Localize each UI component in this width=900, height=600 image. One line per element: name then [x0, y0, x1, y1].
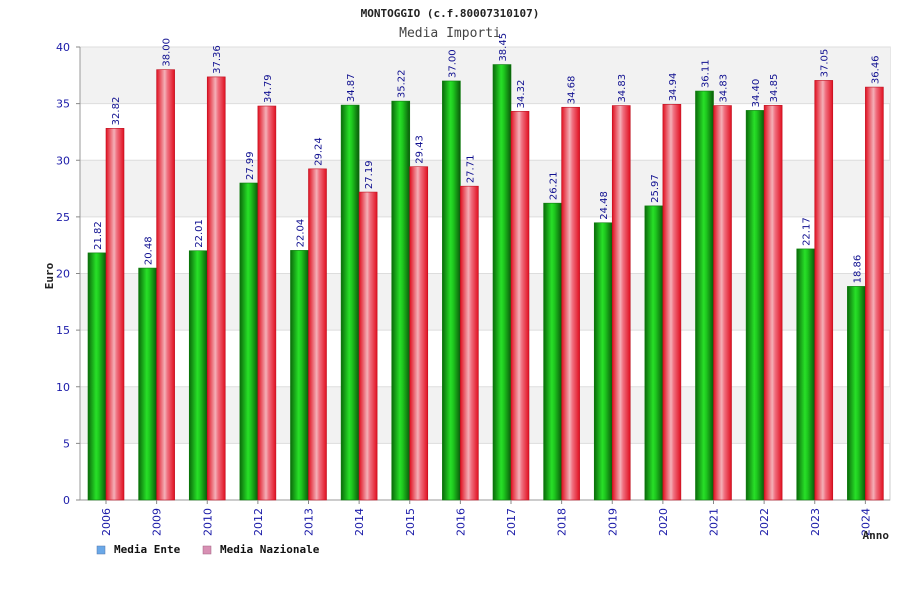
- value-label-media-ente-2014: 34.87: [346, 73, 357, 102]
- bar-media-ente-2020: [644, 205, 664, 501]
- y-tick-label: 30: [56, 154, 70, 167]
- x-tick-label: 2013: [303, 508, 316, 536]
- value-label-media-ente-2019: 24.48: [599, 191, 610, 220]
- value-label-media-nazionale-2021: 34.83: [719, 74, 730, 103]
- value-label-media-ente-2021: 36.11: [701, 59, 712, 88]
- x-tick-label: 2014: [353, 508, 366, 536]
- bar-media-nazionale-2020: [662, 104, 682, 501]
- value-label-media-ente-2012: 27.99: [245, 151, 256, 180]
- bar-media-nazionale-2019: [611, 105, 631, 501]
- bar-media-ente-2014: [340, 104, 360, 501]
- legend: Media Ente Media Nazionale: [96, 543, 320, 556]
- value-label-media-nazionale-2006: 32.82: [111, 97, 122, 126]
- bar-media-ente-2023: [796, 248, 816, 501]
- x-tick-label: 2012: [252, 508, 265, 536]
- chart-title: MONTOGGIO (c.f.80007310107): [361, 7, 540, 20]
- value-label-media-nazionale-2018: 34.68: [567, 76, 578, 105]
- value-label-media-ente-2023: 22.17: [802, 217, 813, 246]
- bar-media-ente-2012: [239, 182, 259, 501]
- value-label-media-nazionale-2015: 29.43: [415, 135, 426, 164]
- value-label-media-nazionale-2016: 27.71: [465, 155, 476, 184]
- y-tick-label: 10: [56, 381, 70, 394]
- bar-media-nazionale-2017: [510, 111, 530, 501]
- value-label-media-ente-2009: 20.48: [144, 236, 155, 265]
- bar-media-ente-2022: [745, 110, 765, 501]
- value-label-media-nazionale-2022: 34.85: [769, 74, 780, 103]
- x-tick-label: 2010: [201, 508, 214, 536]
- x-tick-label: 2009: [151, 508, 164, 536]
- bar-media-ente-2013: [290, 250, 309, 501]
- bar-media-nazionale-2015: [409, 166, 429, 501]
- x-tick-label: 2017: [505, 508, 518, 536]
- value-label-media-nazionale-2009: 38.00: [162, 38, 173, 67]
- bar-media-nazionale-2016: [460, 185, 479, 501]
- value-label-media-nazionale-2013: 29.24: [314, 137, 325, 166]
- bar-media-nazionale-2024: [865, 86, 884, 501]
- x-tick-label: 2020: [657, 508, 670, 536]
- value-label-media-ente-2018: 26.21: [549, 172, 560, 201]
- x-tick-label: 2006: [100, 508, 113, 536]
- value-label-media-nazionale-2023: 37.05: [820, 49, 831, 78]
- value-label-media-ente-2020: 25.97: [650, 174, 661, 203]
- bar-media-nazionale-2009: [156, 69, 175, 501]
- y-axis-label: Euro: [43, 262, 56, 289]
- value-label-media-nazionale-2014: 27.19: [364, 160, 375, 189]
- bar-media-ente-2009: [138, 267, 157, 501]
- x-tick-label: 2024: [859, 508, 872, 536]
- y-tick-label: 15: [56, 324, 70, 337]
- y-tick-label: 25: [56, 211, 70, 224]
- y-tick-label: 0: [63, 494, 70, 507]
- y-tick-label: 40: [56, 41, 70, 54]
- bar-media-ente-2017: [492, 64, 512, 501]
- bar-media-ente-2015: [391, 100, 411, 501]
- x-tick-label: 2019: [606, 508, 619, 536]
- value-label-media-ente-2024: 18.86: [852, 255, 863, 284]
- bar-media-nazionale-2023: [814, 80, 834, 501]
- value-label-media-ente-2010: 22.01: [194, 219, 205, 248]
- value-label-media-nazionale-2024: 36.46: [870, 55, 881, 84]
- bar-media-nazionale-2006: [105, 128, 125, 501]
- value-label-media-nazionale-2019: 34.83: [617, 74, 628, 103]
- chart-subtitle: Media Importi: [399, 26, 501, 41]
- x-tick-label: 2023: [809, 508, 822, 536]
- x-tick-label: 2022: [758, 508, 771, 536]
- x-tick-label: 2016: [454, 508, 467, 536]
- bar-media-nazionale-2021: [713, 105, 732, 501]
- bar-media-nazionale-2010: [206, 76, 226, 501]
- bar-media-nazionale-2014: [358, 191, 378, 501]
- value-label-media-ente-2015: 35.22: [397, 69, 408, 98]
- bar-media-ente-2016: [442, 80, 461, 501]
- legend-label-media-ente: Media Ente: [114, 543, 181, 556]
- y-tick-label: 20: [56, 268, 70, 281]
- value-label-media-nazionale-2020: 34.94: [668, 73, 679, 102]
- legend-swatch-media-ente: [96, 545, 106, 555]
- x-tick-label: 2018: [556, 508, 569, 536]
- legend-swatch-media-nazionale: [202, 545, 212, 555]
- legend-label-media-nazionale: Media Nazionale: [220, 543, 320, 556]
- bar-media-nazionale-2013: [308, 168, 327, 501]
- bar-media-nazionale-2012: [257, 105, 277, 501]
- bar-media-ente-2021: [695, 90, 714, 501]
- value-label-media-nazionale-2012: 34.79: [263, 74, 274, 103]
- bar-media-ente-2018: [543, 202, 562, 501]
- value-label-media-nazionale-2010: 37.36: [212, 45, 223, 74]
- bar-media-nazionale-2018: [561, 106, 580, 501]
- bar-media-ente-2019: [593, 222, 613, 501]
- value-label-media-ente-2022: 34.40: [751, 79, 762, 108]
- value-label-media-ente-2013: 22.04: [296, 219, 307, 248]
- value-label-media-nazionale-2017: 34.32: [516, 80, 527, 109]
- value-label-media-ente-2016: 37.00: [447, 49, 458, 78]
- x-tick-label: 2021: [708, 508, 721, 536]
- y-tick-label: 35: [56, 98, 70, 111]
- value-label-media-ente-2006: 21.82: [93, 221, 104, 250]
- bar-media-ente-2006: [87, 252, 107, 501]
- y-tick-label: 5: [63, 437, 70, 450]
- bar-media-ente-2024: [847, 286, 866, 501]
- x-axis-label: Anno: [863, 529, 890, 542]
- value-label-media-ente-2017: 38.45: [498, 33, 509, 62]
- bar-media-ente-2010: [188, 250, 208, 501]
- bar-media-nazionale-2022: [763, 105, 783, 501]
- x-tick-label: 2015: [404, 508, 417, 536]
